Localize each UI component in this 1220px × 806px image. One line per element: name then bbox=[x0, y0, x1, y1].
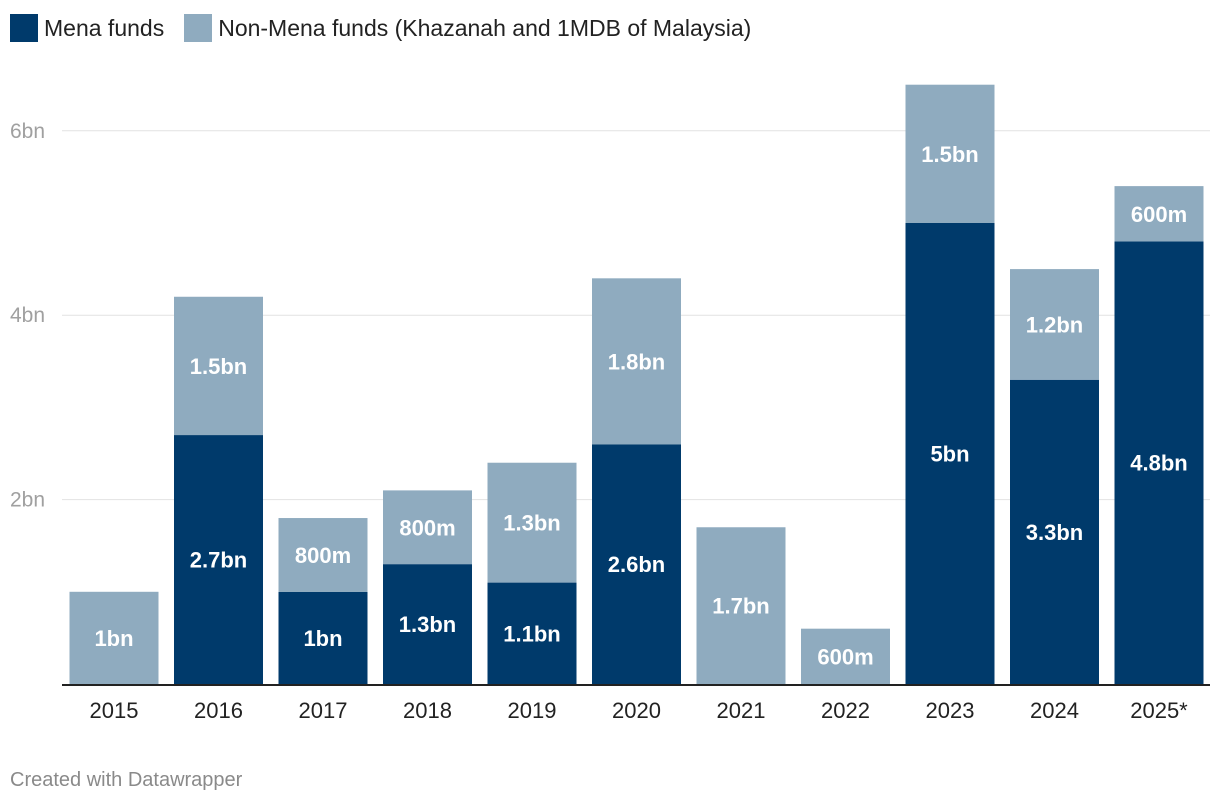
footer-credit: Created with Datawrapper bbox=[10, 769, 243, 791]
bar-mena-2023 bbox=[905, 223, 995, 684]
data-label-mena-2018: 1.3bn bbox=[399, 612, 456, 637]
bar-non-mena-2025* bbox=[1114, 186, 1204, 242]
bar-non-mena-2020 bbox=[592, 278, 681, 445]
data-label-non-mena-2017: 800m bbox=[295, 543, 351, 568]
bar-non-mena-2015 bbox=[69, 591, 159, 684]
data-label-non-mena-2019: 1.3bn bbox=[503, 511, 560, 536]
data-label-non-mena-2025*: 600m bbox=[1131, 202, 1187, 227]
x-tick-label-2025*: 2025* bbox=[1130, 698, 1188, 723]
bar-mena-2018 bbox=[383, 564, 472, 684]
legend-label-mena: Mena funds bbox=[44, 14, 165, 41]
bar-mena-2020 bbox=[592, 444, 681, 684]
bar-non-mena-2019 bbox=[487, 462, 577, 583]
bar-mena-2017 bbox=[278, 591, 368, 684]
data-label-non-mena-2018: 800m bbox=[399, 515, 455, 540]
legend-label-non-mena: Non-Mena funds (Khazanah and 1MDB of Mal… bbox=[218, 14, 752, 41]
bar-non-mena-2022 bbox=[801, 628, 890, 684]
x-tick-label-2022: 2022 bbox=[821, 698, 870, 723]
data-label-mena-2020: 2.6bn bbox=[608, 552, 665, 577]
bar-non-mena-2023 bbox=[905, 84, 995, 223]
bar-mena-2024 bbox=[1010, 379, 1099, 684]
data-label-non-mena-2015: 1bn bbox=[94, 626, 133, 651]
data-label-non-mena-2020: 1.8bn bbox=[608, 349, 665, 374]
data-label-non-mena-2023: 1.5bn bbox=[921, 142, 978, 167]
y-tick-label-6bn: 6bn bbox=[10, 120, 45, 143]
data-label-non-mena-2024: 1.2bn bbox=[1026, 312, 1083, 337]
bar-non-mena-2021 bbox=[696, 527, 786, 684]
bar-non-mena-2016 bbox=[174, 296, 263, 436]
data-label-non-mena-2022: 600m bbox=[817, 644, 873, 669]
x-tick-label-2020: 2020 bbox=[612, 698, 661, 723]
data-label-non-mena-2021: 1.7bn bbox=[712, 594, 769, 619]
x-tick-label-2021: 2021 bbox=[717, 698, 766, 723]
y-tick-label-4bn: 4bn bbox=[10, 304, 45, 327]
x-tick-label-2018: 2018 bbox=[403, 698, 452, 723]
bar-mena-2019 bbox=[487, 582, 577, 684]
x-tick-label-2023: 2023 bbox=[926, 698, 975, 723]
bar-mena-2025* bbox=[1114, 241, 1204, 684]
data-label-mena-2019: 1.1bn bbox=[503, 621, 560, 646]
data-label-mena-2025*: 4.8bn bbox=[1130, 451, 1187, 476]
legend: Mena funds Non-Mena funds (Khazanah and … bbox=[10, 12, 771, 44]
data-label-non-mena-2016: 1.5bn bbox=[190, 354, 247, 379]
data-label-mena-2017: 1bn bbox=[303, 626, 342, 651]
bar-mena-2016 bbox=[174, 435, 263, 684]
bar-non-mena-2024 bbox=[1010, 269, 1099, 380]
bar-non-mena-2017 bbox=[278, 518, 368, 592]
legend-item-non-mena: Non-Mena funds (Khazanah and 1MDB of Mal… bbox=[184, 14, 751, 42]
data-label-mena-2023: 5bn bbox=[930, 442, 969, 467]
x-tick-label-2017: 2017 bbox=[299, 698, 348, 723]
bar-non-mena-2018 bbox=[383, 490, 472, 565]
y-tick-label-2bn: 2bn bbox=[10, 489, 45, 512]
data-label-mena-2024: 3.3bn bbox=[1026, 520, 1083, 545]
data-label-mena-2016: 2.7bn bbox=[190, 548, 247, 573]
x-tick-label-2015: 2015 bbox=[90, 698, 139, 723]
legend-swatch-non-mena bbox=[184, 14, 213, 42]
x-tick-label-2024: 2024 bbox=[1030, 698, 1079, 723]
legend-swatch-mena bbox=[10, 14, 38, 42]
x-tick-label-2019: 2019 bbox=[508, 698, 557, 723]
x-tick-label-2016: 2016 bbox=[194, 698, 243, 723]
legend-item-mena: Mena funds bbox=[10, 14, 164, 42]
